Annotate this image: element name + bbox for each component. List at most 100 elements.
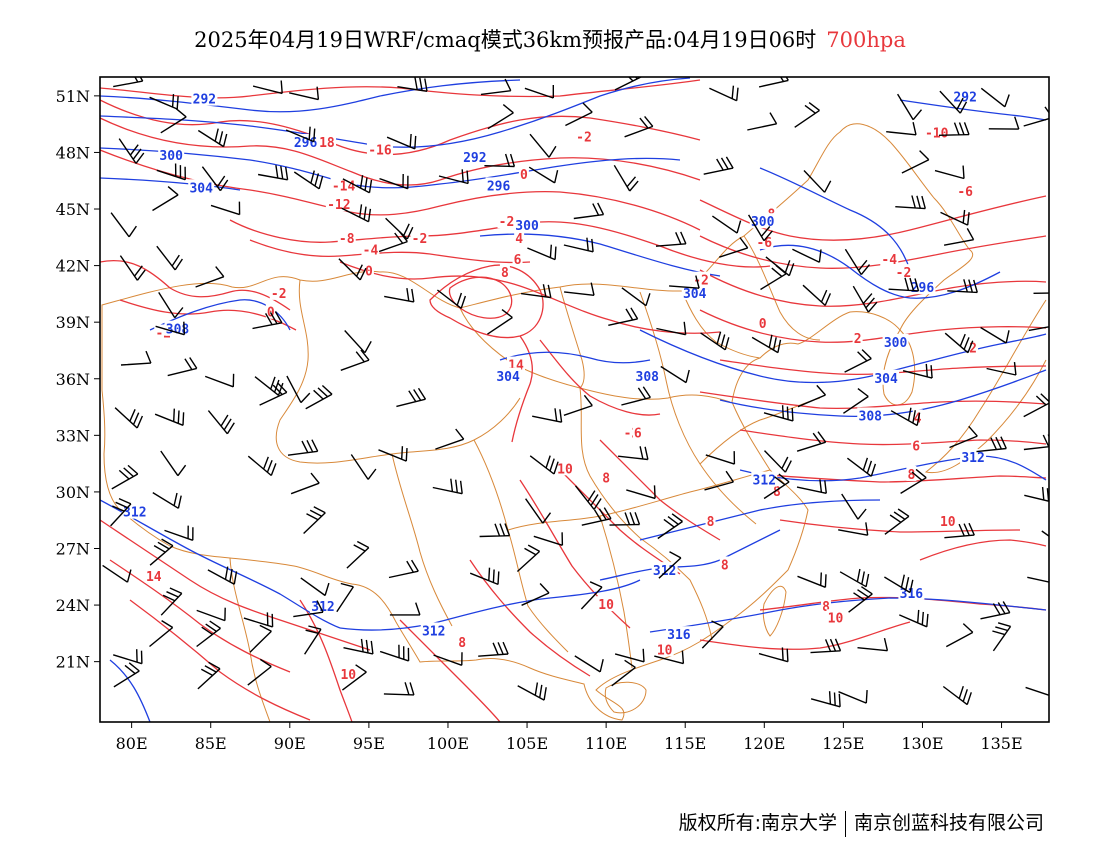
wind-barb (1028, 326, 1049, 332)
wind-barb (839, 568, 870, 588)
wind-barb (626, 485, 656, 500)
wind-barb (992, 622, 1012, 652)
wind-barb (114, 407, 144, 429)
wind-barb (884, 508, 910, 535)
latitude-tick-label: 21N (56, 653, 90, 672)
wind-barb (945, 623, 974, 648)
longitude-axis: 80E 85E 90E 95E 100E 105E 110E 115E 120E 125E 130E… (116, 722, 1023, 753)
temperature-label-bg (956, 183, 975, 199)
wind-barb (1025, 686, 1049, 697)
wind-barb (195, 266, 225, 288)
province-line (275, 279, 521, 464)
wind-barb (521, 284, 552, 299)
wind-barb (844, 349, 872, 373)
temperature-label: 10 (657, 643, 673, 658)
wind-barb (747, 214, 773, 242)
wind-barb (705, 451, 736, 465)
wind-barb (944, 332, 974, 354)
height-label: 308 (636, 370, 660, 385)
wind-barb (196, 607, 226, 622)
wind-barb (252, 80, 283, 95)
wind-barb (521, 583, 550, 606)
wind-barb (581, 507, 612, 526)
wind-barb (110, 212, 137, 238)
wind-barb (760, 264, 787, 291)
wind-barb (249, 624, 272, 653)
wind-barb (988, 116, 1020, 130)
wind-barb (210, 201, 241, 216)
temperature-contour (511, 335, 534, 443)
wind-barb (802, 284, 832, 306)
wind-barb (527, 244, 557, 261)
temperature-label-bg (269, 284, 288, 300)
temperature-label-bg (826, 609, 845, 625)
temperature-label: 0 (365, 264, 373, 279)
hainan (604, 681, 647, 714)
height-label: 300 (751, 215, 775, 230)
wind-barb (564, 282, 595, 296)
longitude-tick-label: 90E (274, 734, 306, 753)
wind-barb (900, 468, 927, 494)
temperature-label: -2 (271, 287, 287, 302)
wind-barb (621, 386, 651, 406)
height-label-bg (292, 134, 319, 150)
temperature-label-bg (601, 469, 612, 485)
wind-barb (340, 349, 370, 371)
wind-barb (658, 551, 682, 579)
height-contour (499, 351, 651, 364)
latitude-axis: 51N 48N 45N 42N 39N 36N 33N 30N 27N 24N 21N (56, 87, 100, 672)
wind-barb (614, 77, 643, 91)
height-label-bg (158, 147, 185, 163)
wind-barb (469, 567, 500, 586)
wind-barb (516, 544, 541, 573)
wind-barb (149, 538, 174, 566)
wind-barb (110, 497, 132, 527)
temperature-label-bg (938, 513, 957, 529)
wind-barb (712, 215, 742, 234)
wind-barb (341, 664, 367, 691)
province-line (681, 290, 761, 359)
temperature-label: 10 (598, 598, 614, 613)
wind-barb (385, 217, 414, 240)
wind-barb (944, 522, 975, 539)
wind-barb (478, 641, 509, 657)
wind-barb (207, 566, 238, 585)
temperature-label-bg (757, 315, 768, 331)
province-line (599, 515, 633, 669)
temperature-label: 6 (634, 426, 642, 441)
wind-barb (293, 170, 324, 190)
wind-barb (259, 382, 288, 406)
wind-barb (624, 115, 654, 138)
height-label-bg (751, 471, 778, 487)
height-label: 312 (961, 451, 984, 466)
temperature-label: -14 (332, 179, 356, 194)
height-contour (100, 147, 681, 189)
wind-barb (287, 439, 319, 456)
temperature-label: 10 (340, 668, 356, 683)
copyright-owner: 版权所有:南京大学 (678, 812, 837, 834)
wind-barb (286, 375, 311, 404)
wind-barb (938, 122, 970, 136)
height-label: 316 (667, 628, 691, 643)
wind-barb (654, 650, 685, 665)
temperature-label-bg (894, 264, 913, 280)
wind-barb (841, 493, 867, 520)
temperature-contour (100, 99, 701, 156)
wind-barb (152, 186, 179, 212)
wind-barb (384, 287, 415, 303)
latitude-tick-label: 27N (56, 539, 90, 558)
temperature-labels: -18-16-14-12-8-4-2-20-24680-20-214-2-4-2… (144, 124, 979, 683)
latitude-tick-label: 42N (56, 257, 90, 276)
height-contour (599, 529, 781, 581)
wind-barb (660, 365, 690, 384)
height-contour (639, 329, 1047, 384)
height-label-bg (191, 90, 218, 106)
temperature-label: 10 (940, 515, 956, 530)
wind-barb (303, 506, 326, 535)
height-label: 312 (753, 474, 776, 489)
wind-barb (574, 485, 602, 510)
wind-barb (796, 431, 827, 452)
wind-barb (480, 78, 512, 96)
